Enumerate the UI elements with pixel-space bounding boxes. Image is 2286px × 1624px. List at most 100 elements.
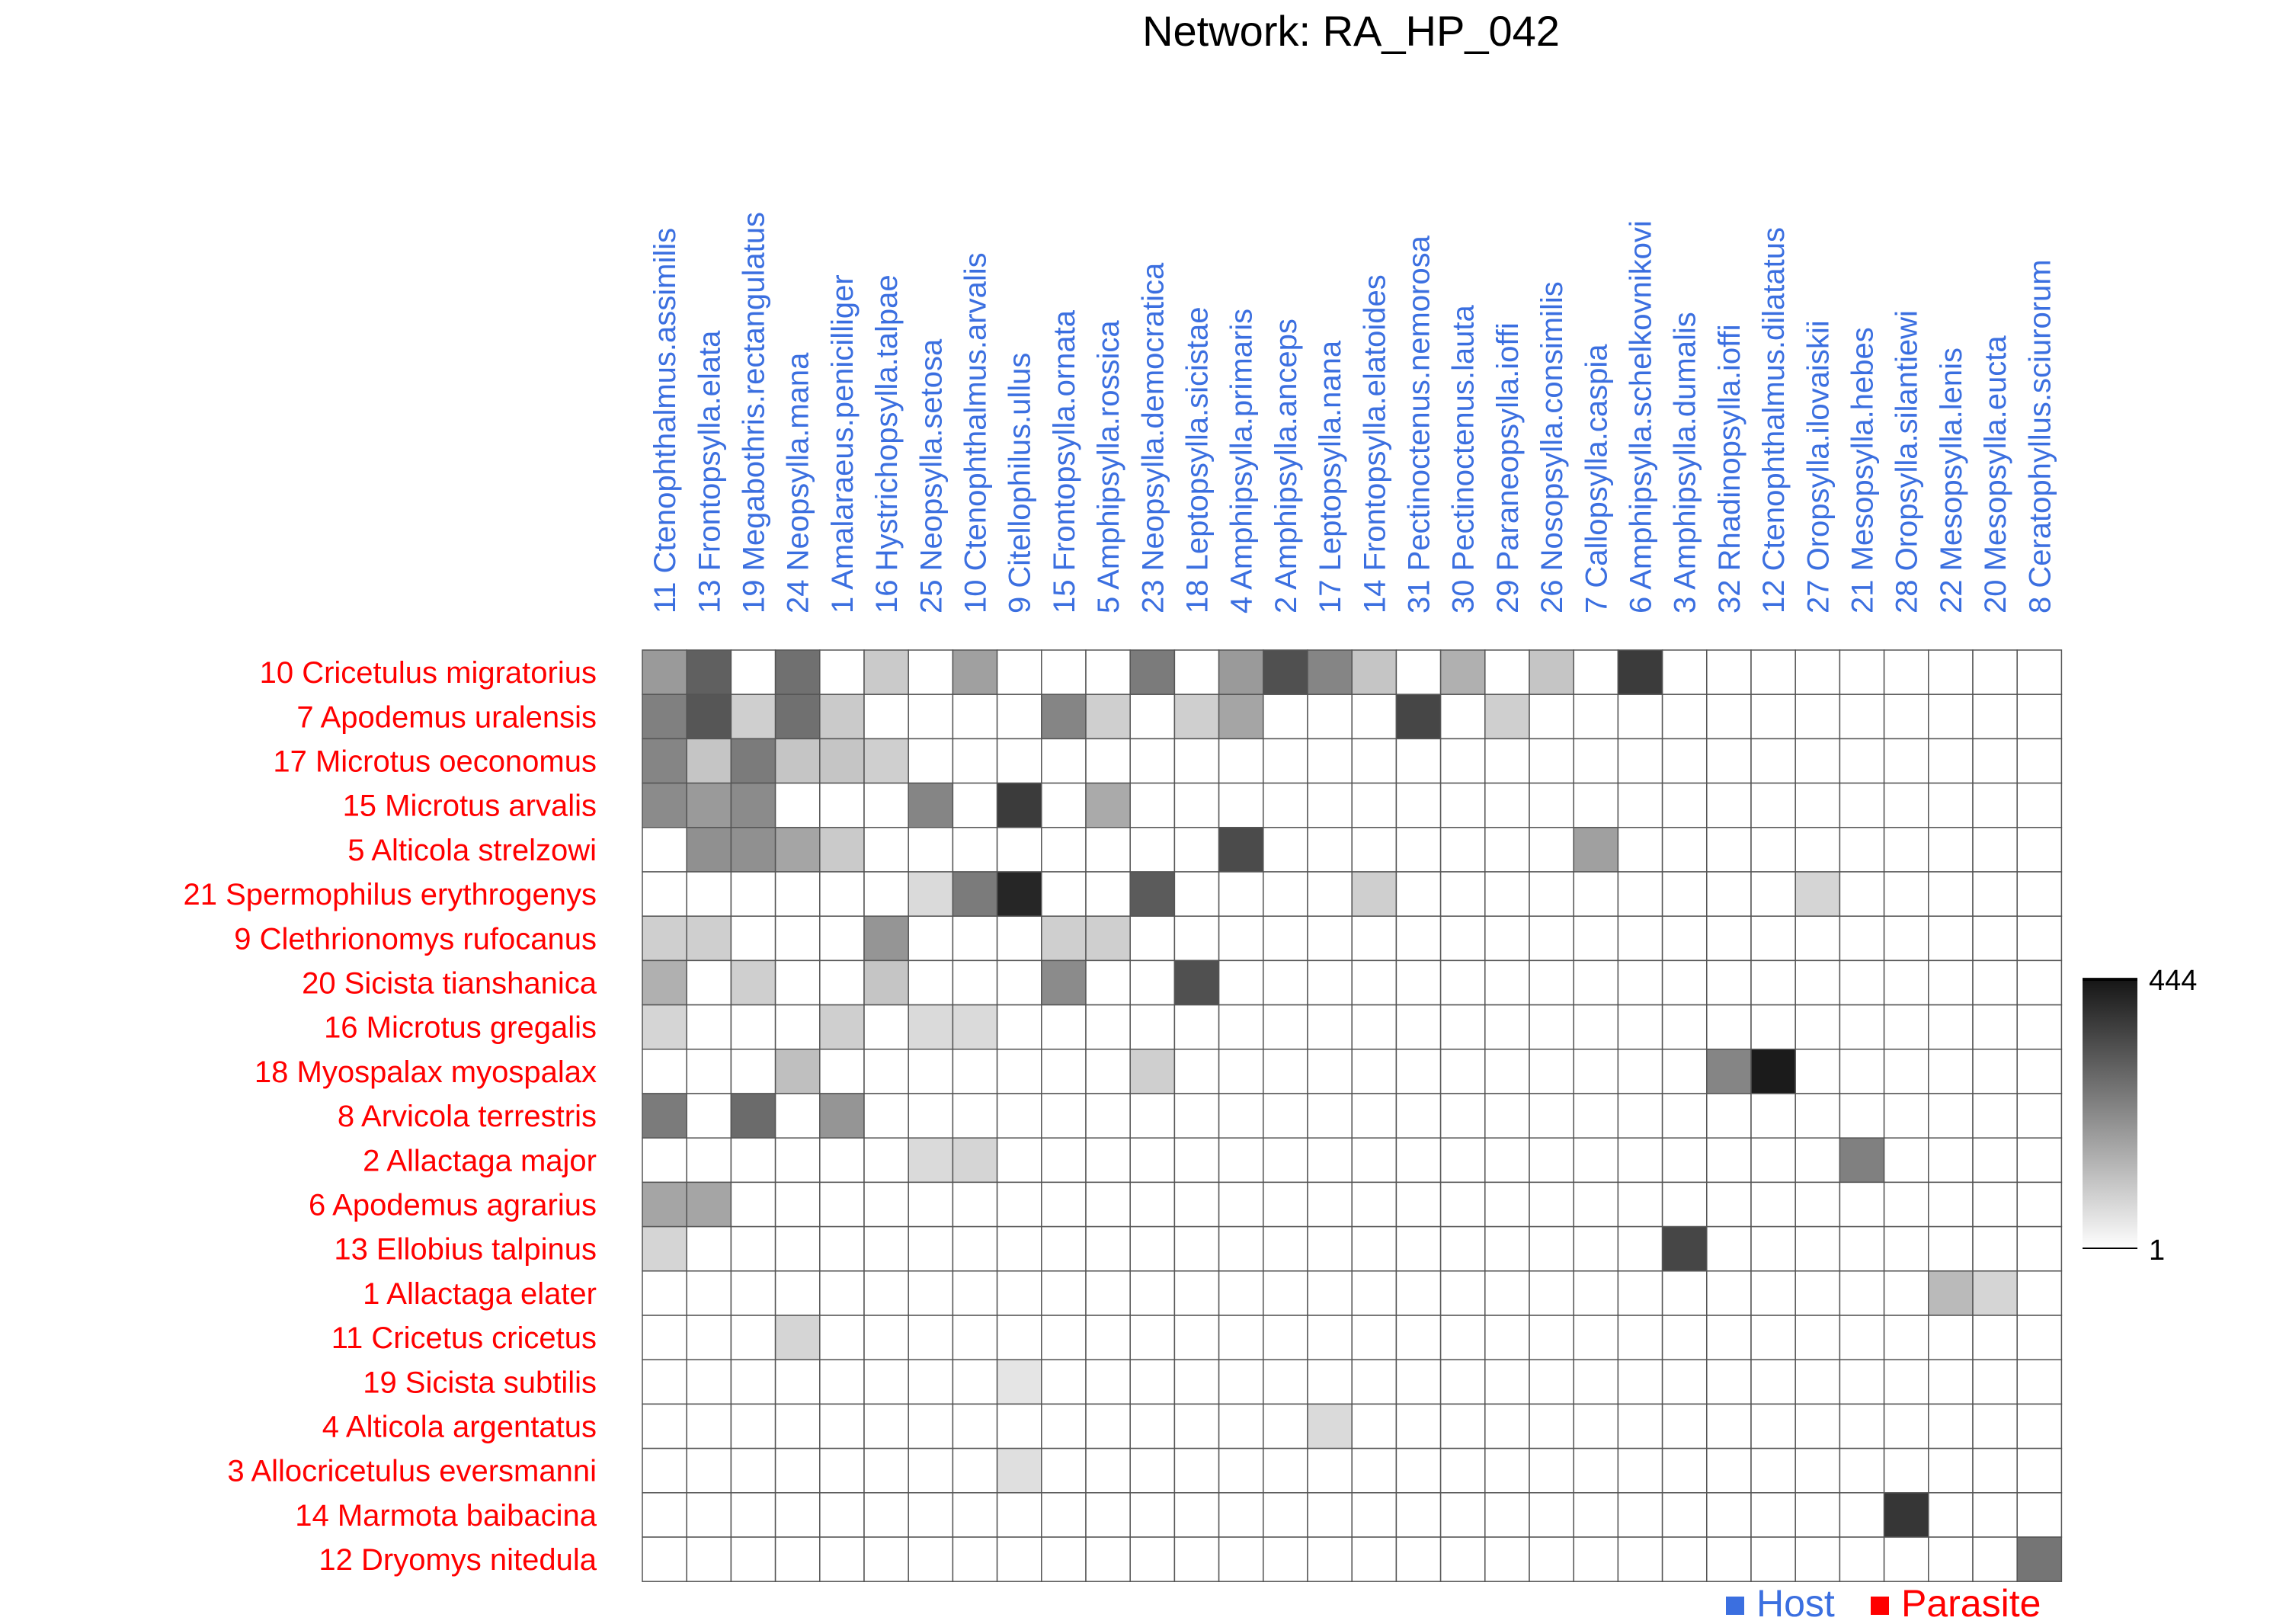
- heatmap-cell: [1439, 827, 1486, 873]
- heatmap-cell: [1439, 959, 1486, 1006]
- heatmap-cell: [1351, 1492, 1398, 1538]
- heatmap-cell: [1218, 1447, 1264, 1494]
- heatmap-cell: [1883, 1137, 1929, 1184]
- heatmap-cell: [1839, 1004, 1885, 1050]
- heatmap-cell: [1529, 1270, 1574, 1316]
- heatmap-cell: [686, 649, 732, 695]
- heatmap-cell: [1173, 649, 1220, 695]
- heatmap-cell: [1129, 1403, 1176, 1449]
- heatmap-cell: [1484, 1447, 1530, 1494]
- heatmap-cell: [1307, 1403, 1353, 1449]
- heatmap-cell: [1173, 1270, 1220, 1316]
- heatmap-cell: [1661, 1181, 1708, 1228]
- heatmap-cell: [1129, 693, 1176, 740]
- heatmap-cell: [1529, 782, 1574, 828]
- heatmap-cell: [2016, 1181, 2063, 1228]
- heatmap-cell: [1307, 693, 1353, 740]
- heatmap-cell: [1883, 1536, 1929, 1582]
- heatmap-cell: [908, 693, 954, 740]
- heatmap-cell: [1484, 1137, 1530, 1184]
- heatmap-cell: [1661, 1359, 1708, 1405]
- heatmap-cell: [1439, 782, 1486, 828]
- heatmap-cell: [1617, 1137, 1663, 1184]
- heatmap-cell: [774, 1492, 821, 1538]
- heatmap-cell: [996, 782, 1042, 828]
- heatmap-cell: [730, 1004, 776, 1050]
- heatmap-cell: [1750, 1225, 1796, 1272]
- column-label: 29 Paraneopsylla.ioffi: [1491, 322, 1525, 613]
- heatmap-cell: [996, 1137, 1042, 1184]
- heatmap-cell: [686, 827, 732, 873]
- heatmap-cell: [1617, 1536, 1663, 1582]
- heatmap-cell: [642, 1181, 687, 1228]
- heatmap-cell: [686, 915, 732, 962]
- heatmap-cell: [1617, 782, 1663, 828]
- heatmap-cell: [642, 1225, 687, 1272]
- heatmap-cell: [1439, 649, 1486, 695]
- heatmap-cell: [819, 871, 865, 917]
- heatmap-cell: [1972, 738, 2018, 784]
- heatmap-cell: [1972, 871, 2018, 917]
- heatmap-cell: [1173, 1359, 1220, 1405]
- column-label: 30 Pectinoctenus.lauta: [1447, 305, 1481, 613]
- heatmap-cell: [1041, 959, 1087, 1006]
- heatmap-cell: [686, 1093, 732, 1139]
- heatmap-cell: [1129, 1004, 1176, 1050]
- column-label: 18 Leptopsylla.sicistae: [1181, 307, 1215, 613]
- heatmap-cell: [1529, 959, 1574, 1006]
- heatmap-cell: [1529, 1049, 1574, 1094]
- heatmap-cell: [1085, 1536, 1131, 1582]
- heatmap-cell: [1351, 1447, 1398, 1494]
- heatmap-cell: [1395, 649, 1442, 695]
- heatmap-cell: [1839, 693, 1885, 740]
- heatmap-cell: [642, 1492, 687, 1538]
- heatmap-cell: [1972, 827, 2018, 873]
- heatmap-cell: [1839, 1270, 1885, 1316]
- heatmap-cell: [730, 827, 776, 873]
- column-label: 19 Megabothris.rectangulatus: [738, 212, 771, 613]
- heatmap-cell: [1263, 1270, 1308, 1316]
- heatmap-cell: [1263, 1049, 1308, 1094]
- heatmap-cell: [1529, 649, 1574, 695]
- heatmap-cell: [1928, 1004, 1974, 1050]
- heatmap-cell: [1883, 1315, 1929, 1360]
- heatmap-cell: [1395, 827, 1442, 873]
- heatmap-cell: [1529, 1536, 1574, 1582]
- heatmap-cell: [1883, 1049, 1929, 1094]
- heatmap-cell: [952, 871, 998, 917]
- heatmap-cell: [1041, 1225, 1087, 1272]
- heatmap-cell: [1529, 1315, 1574, 1360]
- heatmap-cell: [1085, 1181, 1131, 1228]
- heatmap-cell: [1928, 827, 1974, 873]
- heatmap-cell: [996, 1049, 1042, 1094]
- heatmap-cell: [642, 1004, 687, 1050]
- heatmap-cell: [996, 693, 1042, 740]
- row-label: 10 Cricetulus migratorius: [260, 656, 597, 690]
- column-label: 4 Amphipsylla.primaris: [1225, 309, 1259, 613]
- heatmap-cell: [863, 1536, 909, 1582]
- heatmap-cell: [1617, 1492, 1663, 1538]
- row-label: 14 Marmota baibacina: [295, 1499, 597, 1533]
- heatmap-cell: [1750, 1093, 1796, 1139]
- heatmap-cell: [1529, 693, 1574, 740]
- heatmap-cell: [952, 1536, 998, 1582]
- heatmap-cell: [642, 1049, 687, 1094]
- heatmap-cell: [1839, 1225, 1885, 1272]
- heatmap-cell: [952, 1447, 998, 1494]
- heatmap-cell: [642, 1536, 687, 1582]
- heatmap-cell: [863, 693, 909, 740]
- heatmap-cell: [996, 1004, 1042, 1050]
- heatmap-cell: [1129, 1093, 1176, 1139]
- heatmap-cell: [1617, 1225, 1663, 1272]
- heatmap-cell: [686, 693, 732, 740]
- row-label: 8 Arvicola terrestris: [338, 1100, 597, 1133]
- heatmap-cell: [1795, 1137, 1841, 1184]
- heatmap-cell: [1573, 959, 1619, 1006]
- heatmap-cell: [1439, 1181, 1486, 1228]
- heatmap-cell: [1839, 1492, 1885, 1538]
- heatmap-cell: [1883, 959, 1929, 1006]
- heatmap-cell: [1883, 915, 1929, 962]
- heatmap-cell: [819, 1137, 865, 1184]
- heatmap-cell: [1972, 915, 2018, 962]
- heatmap-cell: [1263, 959, 1308, 1006]
